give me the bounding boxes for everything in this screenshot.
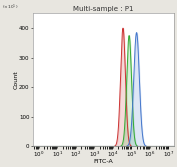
X-axis label: FITC-A: FITC-A xyxy=(94,159,113,164)
Title: Multi-sample : P1: Multi-sample : P1 xyxy=(73,6,134,12)
Text: $(\times10^{1})$: $(\times10^{1})$ xyxy=(2,3,18,12)
Y-axis label: Count: Count xyxy=(14,70,19,89)
